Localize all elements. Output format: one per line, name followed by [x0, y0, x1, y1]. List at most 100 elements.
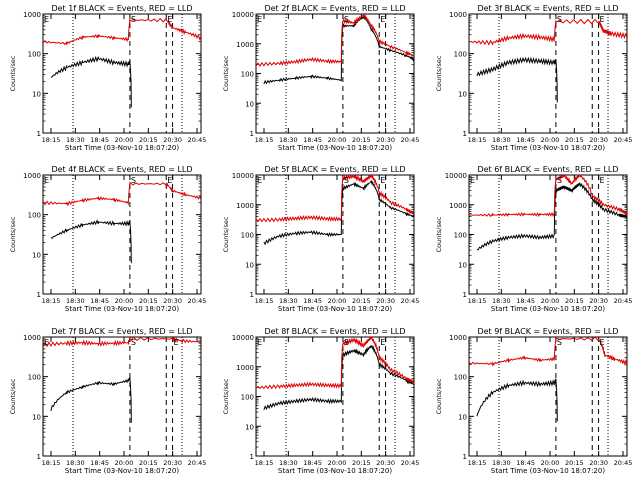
x-tick-label: 20:45 [188, 459, 207, 467]
y-axis-label: Counts/sec [435, 216, 443, 252]
y-tick-label: 10 [245, 100, 254, 108]
y-tick-label: 1000 [236, 41, 254, 49]
x-tick-label: 20:45 [401, 136, 420, 144]
x-tick-label: 18:45 [303, 459, 322, 467]
x-axis-label: Start Time (03-Nov-10 18:07:20) [491, 467, 605, 475]
series-lld-line [43, 181, 201, 207]
x-tick-label: 20:15 [352, 459, 371, 467]
marker-e: E [257, 15, 262, 24]
marker-s: S [557, 338, 562, 347]
marker-e: E [44, 176, 49, 185]
x-tick-label: 18:45 [90, 297, 109, 305]
y-tick-label: 10000 [445, 172, 467, 180]
x-tick-label: 20:45 [614, 459, 633, 467]
y-axis-label: Counts/sec [9, 216, 17, 252]
series-lld-line [469, 337, 627, 367]
x-tick-label: 18:45 [303, 136, 322, 144]
x-axis-label: Start Time (03-Nov-10 18:07:20) [65, 305, 179, 313]
marker-e: E [600, 338, 605, 347]
x-tick-label: 20:30 [589, 459, 608, 467]
y-tick-label: 100 [454, 232, 467, 240]
x-axis-label: Start Time (03-Nov-10 18:07:20) [491, 144, 605, 152]
x-tick-label: 18:30 [492, 459, 511, 467]
y-axis-label: Counts/sec [435, 378, 443, 414]
y-tick-label: 10000 [232, 334, 254, 342]
x-tick-label: 18:30 [66, 136, 85, 144]
chart-panel-9: Det 9f BLACK = Events, RED = LLD 1 10 100 10… [435, 327, 632, 475]
plot-frame [468, 13, 628, 134]
x-tick-label: 20:00 [541, 459, 560, 467]
x-tick-label: 20:45 [614, 136, 633, 144]
y-tick-label: 1000 [236, 202, 254, 210]
plot-frame [42, 174, 202, 295]
x-tick-label: 18:45 [516, 297, 535, 305]
x-tick-label: 18:30 [66, 297, 85, 305]
series-events-line [476, 182, 627, 251]
x-tick-label: 20:30 [163, 297, 182, 305]
y-tick-label: 1000 [23, 11, 41, 19]
y-tick-label: 100 [241, 394, 254, 402]
marker-e: E [174, 338, 179, 347]
y-tick-label: 100 [454, 374, 467, 382]
marker-e: E [380, 15, 385, 24]
marker-s: S [131, 15, 136, 24]
chart-panel-7: Det 7f BLACK = Events, RED = LLD 1 10 100 10… [9, 327, 206, 475]
x-axis-label: Start Time (03-Nov-10 18:07:20) [278, 305, 392, 313]
series-lld-line [256, 337, 414, 390]
y-tick-label: 100 [241, 71, 254, 79]
x-tick-label: 18:30 [492, 297, 511, 305]
x-tick-label: 20:45 [614, 297, 633, 305]
plot-frame [468, 336, 628, 457]
x-tick-label: 18:45 [90, 136, 109, 144]
x-tick-label: 20:00 [541, 297, 560, 305]
x-tick-label: 20:45 [401, 459, 420, 467]
marker-s: S [344, 15, 349, 24]
marker-e: E [600, 176, 605, 185]
y-tick-label: 1000 [449, 202, 467, 210]
y-tick-label: 1 [37, 291, 41, 299]
chart-panel-6: Det 6f BLACK = Events, RED = LLD 1 10 100 10… [435, 165, 632, 313]
series-lld-line [469, 18, 627, 46]
y-tick-label: 10000 [232, 172, 254, 180]
marker-e: E [257, 176, 262, 185]
x-axis-label: Start Time (03-Nov-10 18:07:20) [65, 144, 179, 152]
chart-panel-2: Det 2f BLACK = Events, RED = LLD 1 10 100 10… [222, 4, 419, 152]
series-events-line [263, 15, 414, 85]
chart-title: Det 2f BLACK = Events, RED = LLD [264, 4, 405, 13]
chart-title: Det 7f BLACK = Events, RED = LLD [51, 327, 192, 336]
y-axis-label: Counts/sec [9, 378, 17, 414]
chart-title: Det 1f BLACK = Events, RED = LLD [51, 4, 192, 13]
series-events-line [263, 345, 414, 411]
y-tick-label: 1 [250, 130, 254, 138]
chart-panel-4: Det 4f BLACK = Events, RED = LLD 1 10 100 10… [9, 165, 206, 313]
y-axis-label: Counts/sec [222, 216, 230, 252]
series-lld-line [43, 337, 201, 348]
y-axis-label: Counts/sec [222, 55, 230, 91]
series-events-line [476, 56, 558, 103]
marker-e: E [257, 338, 262, 347]
x-tick-label: 18:45 [303, 297, 322, 305]
y-axis-label: Counts/sec [435, 55, 443, 91]
x-tick-label: 20:15 [139, 459, 158, 467]
marker-e: E [167, 15, 172, 24]
x-tick-label: 18:15 [42, 136, 61, 144]
x-tick-label: 20:30 [589, 136, 608, 144]
x-tick-label: 18:15 [255, 297, 274, 305]
x-tick-label: 20:30 [163, 459, 182, 467]
y-tick-label: 1 [463, 291, 467, 299]
y-tick-label: 10 [32, 413, 41, 421]
y-tick-label: 10 [32, 90, 41, 98]
x-axis-label: Start Time (03-Nov-10 18:07:20) [491, 305, 605, 313]
x-tick-label: 18:30 [492, 136, 511, 144]
x-tick-label: 20:00 [115, 136, 134, 144]
chart-panel-3: Det 3f BLACK = Events, RED = LLD 1 10 100 10… [435, 4, 632, 152]
chart-panel-1: Det 1f BLACK = Events, RED = LLD 1 10 100 10… [9, 4, 206, 152]
plot-frame [255, 336, 415, 457]
y-tick-label: 10 [458, 413, 467, 421]
x-tick-label: 20:15 [565, 297, 584, 305]
y-axis-label: Counts/sec [9, 55, 17, 91]
y-tick-label: 1000 [23, 334, 41, 342]
y-tick-label: 100 [28, 374, 41, 382]
x-tick-label: 20:15 [352, 297, 371, 305]
